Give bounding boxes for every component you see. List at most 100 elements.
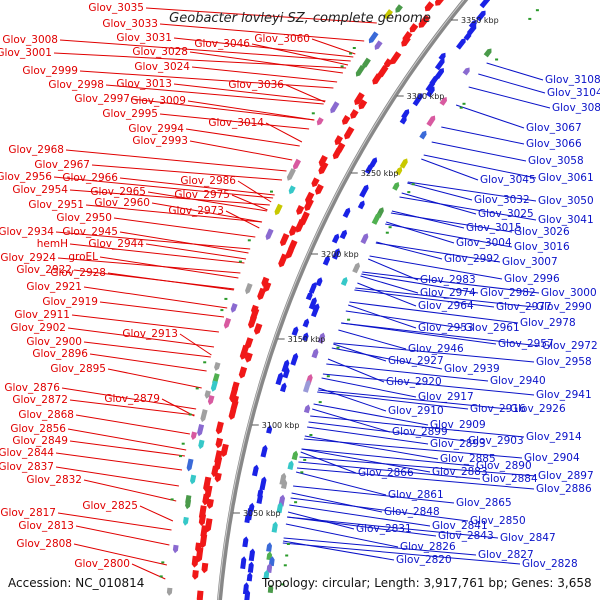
left-gene-label: Glov_2896: [32, 348, 88, 360]
left-gene-label: Glov_2960: [94, 197, 150, 209]
right-gene-label: Glov_3000: [541, 287, 597, 299]
forward-gene: [358, 99, 368, 110]
forward-gene: [201, 562, 209, 574]
left-gene-label: Glov_2911: [14, 309, 70, 321]
feature-marker: [270, 190, 273, 193]
feature-block: [276, 502, 283, 514]
feature-marker: [161, 561, 165, 564]
reverse-gene: [246, 572, 253, 582]
right-connector-line: [287, 516, 499, 539]
forward-gene: [435, 0, 444, 6]
right-gene-label: Glov_2826: [400, 541, 456, 553]
reverse-gene: [463, 32, 472, 41]
left-connector-line: [69, 440, 185, 457]
right-gene-label: Glov_3015: [466, 222, 522, 234]
reverse-gene: [242, 536, 249, 548]
right-gene-label: Glov_2890: [476, 460, 532, 472]
left-connector-line: [191, 66, 338, 83]
left-gene-label: Glov_2951: [28, 199, 84, 211]
forward-gene: [401, 35, 411, 47]
forward-gene: [424, 1, 435, 12]
right-connector-line: [385, 223, 513, 248]
reverse-gene: [244, 513, 251, 524]
right-connector-line: [390, 212, 513, 233]
right-gene-label: Glov_2957: [498, 338, 554, 350]
right-gene-label: Glov_2914: [526, 431, 582, 443]
left-connector-line: [179, 333, 212, 356]
map-title: Geobacter lovleyi SZ, complete genome: [169, 11, 431, 26]
right-gene-label: Glov_2946: [408, 343, 464, 355]
feature-block: [384, 9, 393, 19]
right-connector-line: [287, 516, 437, 537]
right-connector-line: [283, 537, 477, 556]
forward-gene: [409, 23, 419, 33]
left-connector-line: [105, 84, 324, 105]
right-connector-line: [391, 210, 465, 229]
left-connector-line: [251, 43, 349, 66]
right-connector-line: [290, 497, 469, 522]
feature-block: [271, 521, 278, 533]
right-gene-label: Glov_3007: [502, 256, 558, 268]
forward-gene: [191, 555, 199, 568]
scale-ticks: 3350 kbp 3300 kbp 3250 kbp 3200 kbp 3150 kbp…: [232, 16, 499, 518]
right-connector-line: [355, 287, 535, 308]
feature-block: [281, 479, 288, 489]
feature-block: [266, 551, 273, 561]
forward-gene: [198, 513, 207, 526]
feature-marker: [388, 226, 392, 229]
forward-gene: [354, 92, 365, 105]
left-connector-line: [57, 512, 172, 531]
left-gene-label: Glov_2967: [34, 159, 90, 171]
scale-tick-label: 3150 kbp: [288, 335, 326, 344]
forward-gene: [304, 198, 314, 211]
feature-block: [200, 409, 208, 423]
left-connector-line: [53, 52, 347, 69]
feature-block: [268, 556, 275, 567]
feature-marker: [352, 47, 356, 49]
left-gene-label: Glov_2919: [42, 296, 98, 308]
left-connector-line: [59, 39, 351, 62]
feature-marker: [159, 575, 163, 578]
right-connector-line: [399, 196, 537, 221]
right-connector-line: [317, 389, 509, 410]
left-connector-line: [79, 70, 334, 89]
right-gene-label: Glov_3050: [538, 195, 594, 207]
left-gene-label: Glov_3024: [134, 61, 190, 73]
right-connector-line: [333, 342, 535, 363]
feature-block: [392, 182, 400, 191]
right-connector-line: [295, 471, 387, 496]
reverse-gene: [468, 20, 477, 29]
scale-tick-label: 3300 kbp: [407, 92, 445, 101]
scale-tick-label: 3200 kbp: [321, 250, 359, 259]
left-connector-line: [99, 301, 225, 318]
reverse-gene: [281, 359, 290, 373]
left-gene-label: Glov_2876: [4, 382, 60, 394]
forward-gene: [261, 276, 270, 287]
feature-block: [303, 404, 311, 414]
feature-block: [374, 40, 383, 50]
feature-marker: [303, 458, 307, 461]
left-gene-label: Glov_2956: [0, 171, 52, 183]
feature-marker: [535, 9, 539, 12]
forward-gene: [341, 115, 351, 125]
reverse-gene: [240, 556, 247, 570]
right-gene-label: Glov_3041: [538, 214, 594, 226]
right-connector-line: [308, 421, 467, 442]
forward-gene: [377, 65, 389, 78]
right-gene-label: Glov_2893: [430, 438, 486, 450]
left-connector-line: [159, 23, 365, 42]
feature-block: [183, 516, 189, 526]
feature-marker: [326, 375, 330, 378]
left-connector-line: [225, 210, 260, 229]
right-gene-label: Glov_3061: [538, 172, 594, 184]
feature-marker: [285, 554, 289, 557]
right-connector-line: [431, 141, 527, 162]
reverse-gene: [479, 0, 490, 9]
right-gene-label: Glov_3066: [526, 138, 582, 150]
right-gene-label: Glov_2927: [388, 355, 444, 367]
right-gene-label: Glov_2983: [420, 274, 476, 286]
forward-gene: [344, 126, 355, 140]
feature-marker: [170, 498, 174, 501]
left-gene-label: Glov_3001: [0, 47, 52, 59]
feature-block: [287, 460, 294, 470]
